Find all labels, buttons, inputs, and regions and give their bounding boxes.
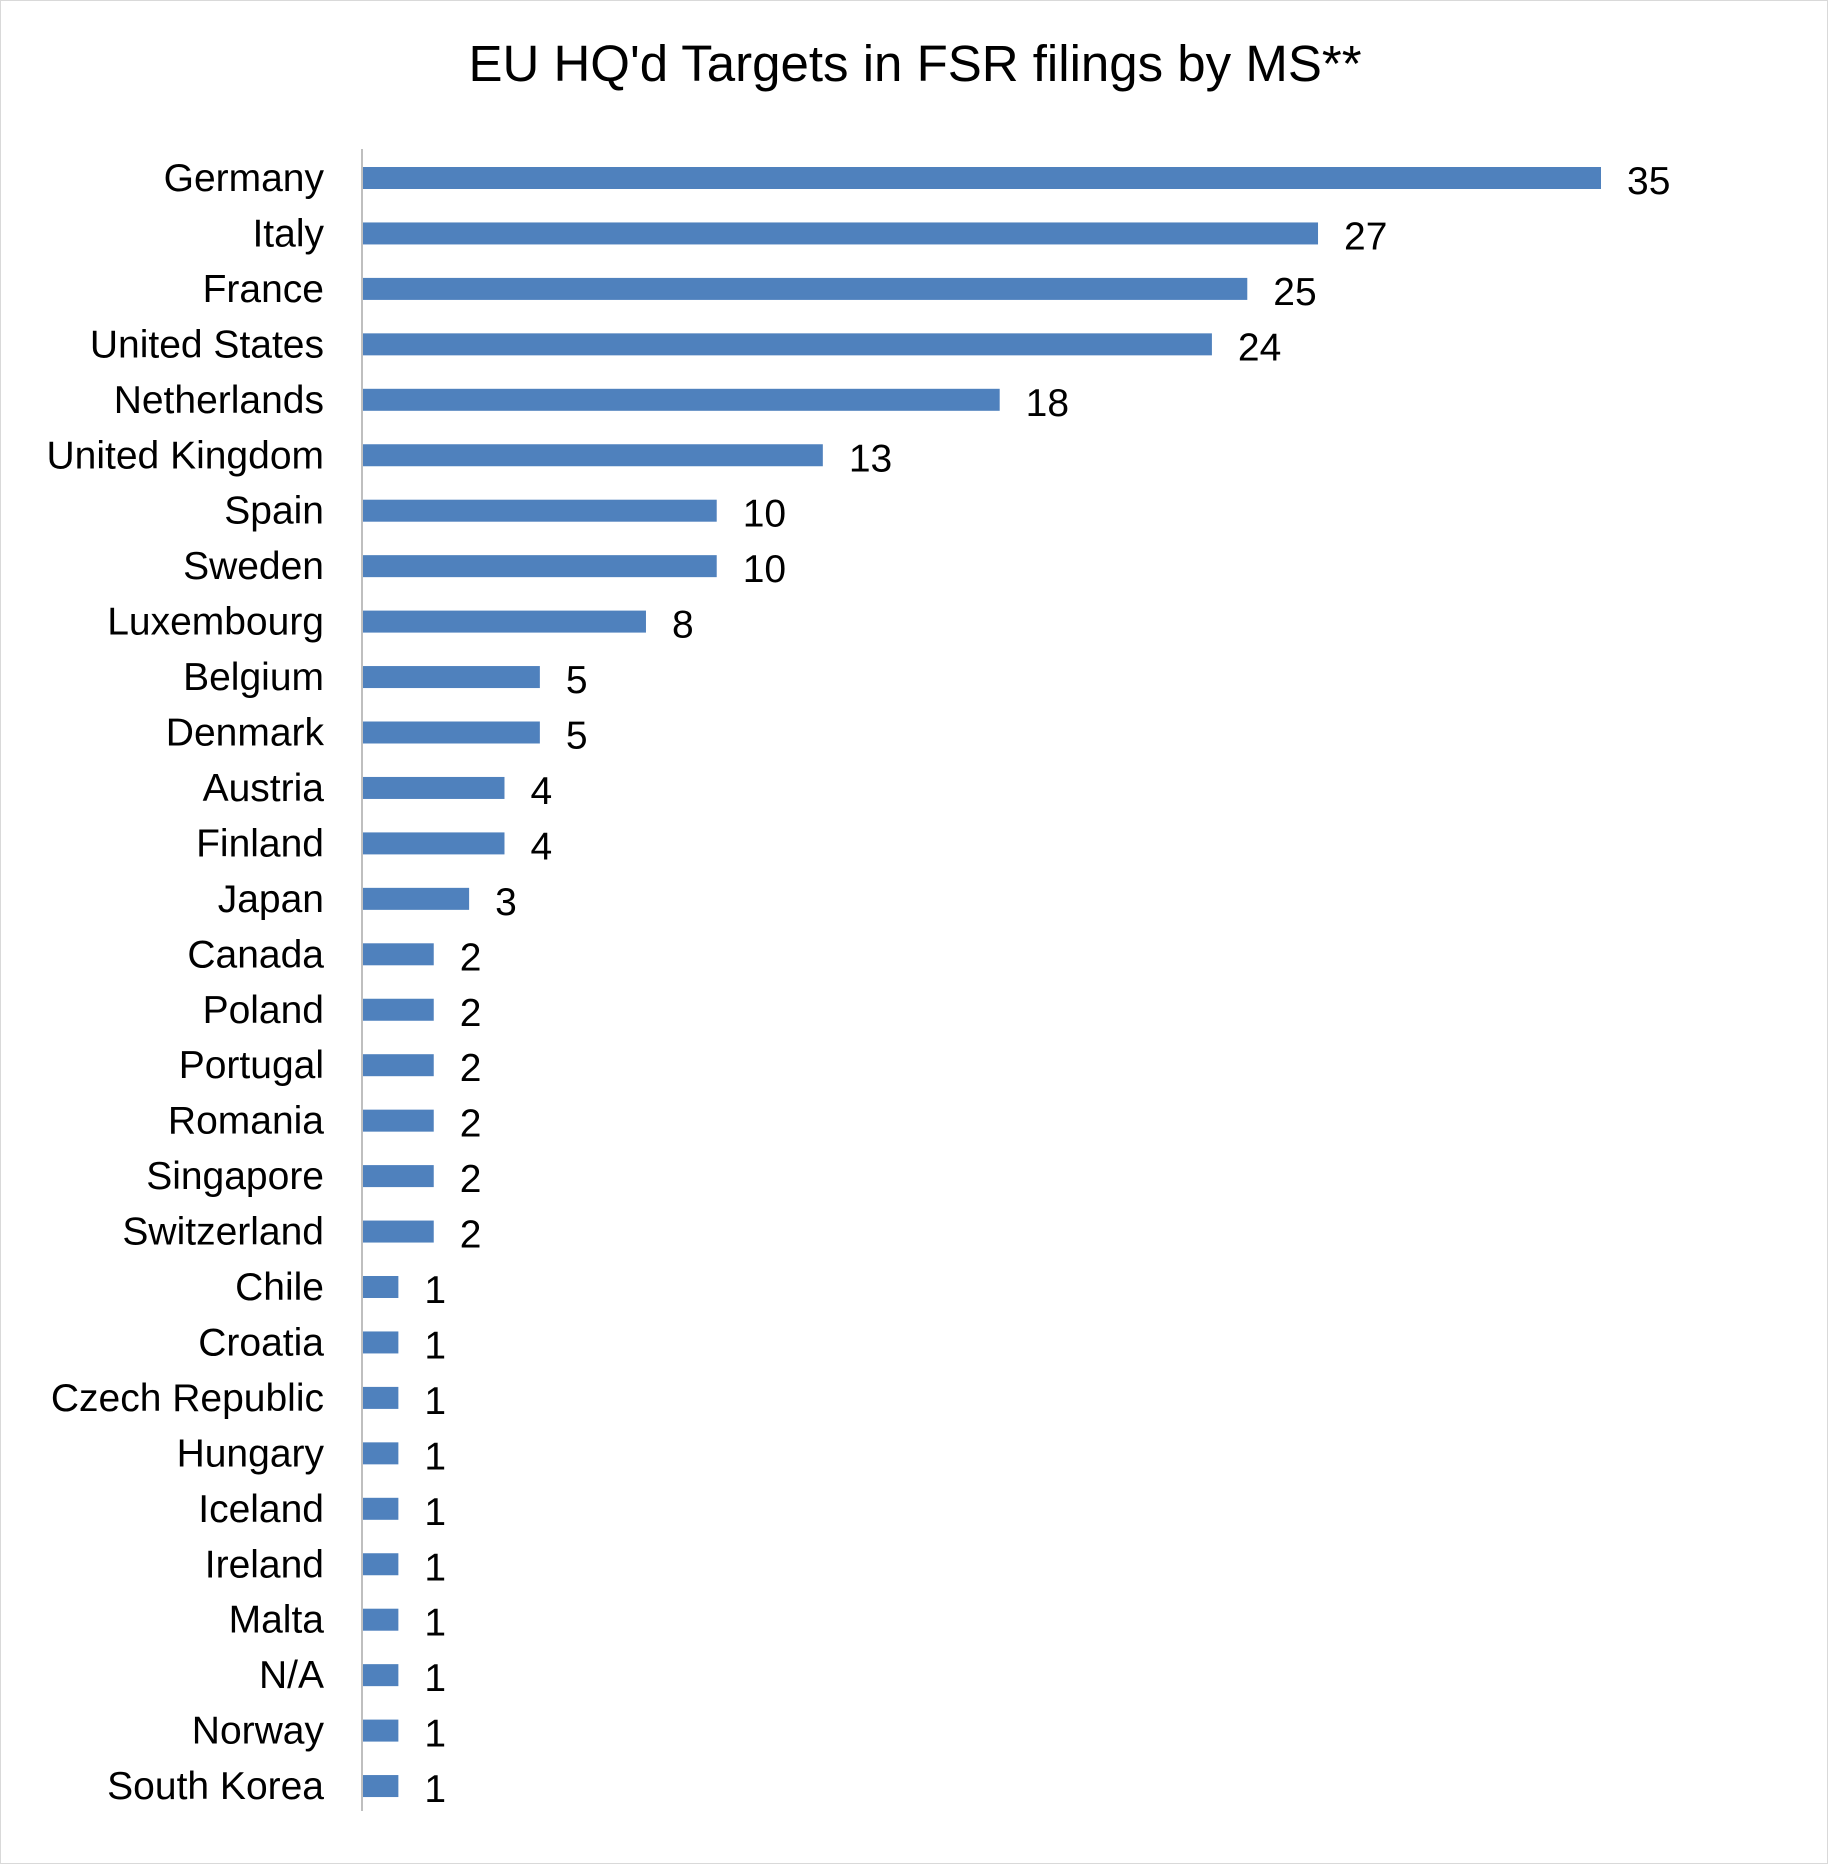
bar-france [363, 277, 1248, 300]
category-label-malta: Malta [229, 1599, 325, 1642]
category-label-norway: Norway [192, 1710, 325, 1753]
bar-switzerland [363, 1220, 434, 1243]
category-label-south-korea: South Korea [107, 1765, 324, 1808]
bar-singapore [363, 1165, 434, 1188]
value-label-japan: 3 [495, 881, 517, 924]
value-label-croatia: 1 [424, 1324, 446, 1367]
bar-romania [363, 1109, 434, 1132]
bar-malta [363, 1608, 399, 1631]
value-label-iceland: 1 [424, 1491, 446, 1534]
category-label-netherlands: Netherlands [114, 379, 324, 422]
category-label-austria: Austria [203, 767, 325, 810]
value-label-singapore: 2 [460, 1158, 482, 1201]
value-label-united-kingdom: 13 [849, 437, 892, 480]
value-label-ireland: 1 [424, 1546, 446, 1589]
bar-czech-republic [363, 1386, 399, 1409]
bar-poland [363, 998, 434, 1021]
category-label-japan: Japan [218, 878, 324, 921]
bar-belgium [363, 666, 540, 689]
category-label-finland: Finland [196, 822, 324, 865]
bar-sweden [363, 555, 717, 578]
category-label-chile: Chile [235, 1266, 324, 1309]
category-label-croatia: Croatia [198, 1321, 324, 1364]
category-label-luxembourg: Luxembourg [107, 601, 324, 644]
bar-luxembourg [363, 610, 646, 633]
category-label-switzerland: Switzerland [122, 1211, 324, 1254]
bar-ireland [363, 1553, 399, 1576]
category-label-germany: Germany [164, 157, 325, 200]
category-label-hungary: Hungary [177, 1432, 325, 1475]
category-label-france: France [203, 268, 324, 311]
value-label-portugal: 2 [460, 1047, 482, 1090]
category-label-spain: Spain [224, 490, 324, 533]
value-label-netherlands: 18 [1026, 382, 1069, 425]
value-label-spain: 10 [743, 493, 786, 536]
bar-united-kingdom [363, 444, 823, 467]
value-label-chile: 1 [424, 1269, 446, 1312]
bar-chile [363, 1276, 399, 1298]
bar-croatia [363, 1331, 399, 1354]
bar-japan [363, 887, 470, 910]
category-label-ireland: Ireland [205, 1543, 324, 1586]
value-label-switzerland: 2 [460, 1214, 482, 1257]
value-label-hungary: 1 [424, 1435, 446, 1478]
bar-austria [363, 776, 505, 799]
value-label-france: 25 [1273, 271, 1316, 314]
value-label-norway: 1 [424, 1713, 446, 1756]
bar-italy [363, 222, 1319, 245]
category-label-sweden: Sweden [183, 545, 324, 588]
category-label-portugal: Portugal [179, 1044, 324, 1087]
category-label-romania: Romania [168, 1100, 324, 1143]
value-label-united-states: 24 [1238, 326, 1281, 369]
bar-iceland [363, 1497, 399, 1520]
category-labels: Germany Italy France United States Netherlan… [47, 157, 325, 1808]
category-label-n-a: N/A [259, 1654, 324, 1697]
value-label-romania: 2 [460, 1103, 482, 1146]
category-label-italy: Italy [252, 212, 324, 255]
bar-south-korea [363, 1775, 399, 1798]
value-label-italy: 27 [1344, 215, 1387, 258]
category-label-belgium: Belgium [183, 656, 324, 699]
bar-germany [363, 167, 1601, 189]
bar-n-a [363, 1664, 399, 1687]
category-label-canada: Canada [187, 933, 324, 976]
value-label-poland: 2 [460, 992, 482, 1035]
category-label-united-states: United States [90, 323, 324, 366]
value-label-canada: 2 [460, 936, 482, 979]
bar-united-states [363, 333, 1212, 356]
value-label-denmark: 5 [566, 715, 588, 758]
value-label-malta: 1 [424, 1602, 446, 1645]
bar-denmark [363, 721, 540, 744]
bar-finland [363, 832, 505, 855]
bar-portugal [363, 1054, 434, 1077]
value-label-finland: 4 [530, 825, 552, 868]
category-label-singapore: Singapore [146, 1155, 324, 1198]
value-label-germany: 35 [1627, 160, 1670, 203]
bar-hungary [363, 1442, 399, 1465]
category-label-czech-republic: Czech Republic [51, 1377, 324, 1420]
value-label-austria: 4 [530, 770, 552, 813]
value-label-belgium: 5 [566, 659, 588, 702]
chart-title: EU HQ'd Targets in FSR filings by MS** [468, 35, 1361, 92]
bars-layer [363, 167, 1601, 1798]
value-label-czech-republic: 1 [424, 1380, 446, 1423]
bar-canada [363, 943, 434, 966]
value-label-south-korea: 1 [424, 1768, 446, 1811]
value-label-luxembourg: 8 [672, 604, 694, 647]
bar-spain [363, 499, 717, 522]
category-label-united-kingdom: United Kingdom [47, 434, 325, 477]
category-label-denmark: Denmark [166, 712, 325, 755]
value-label-sweden: 10 [743, 548, 786, 591]
value-label-n-a: 1 [424, 1657, 446, 1700]
category-label-iceland: Iceland [198, 1488, 324, 1531]
category-label-poland: Poland [203, 989, 324, 1032]
bar-norway [363, 1719, 399, 1742]
bar-netherlands [363, 388, 1000, 411]
